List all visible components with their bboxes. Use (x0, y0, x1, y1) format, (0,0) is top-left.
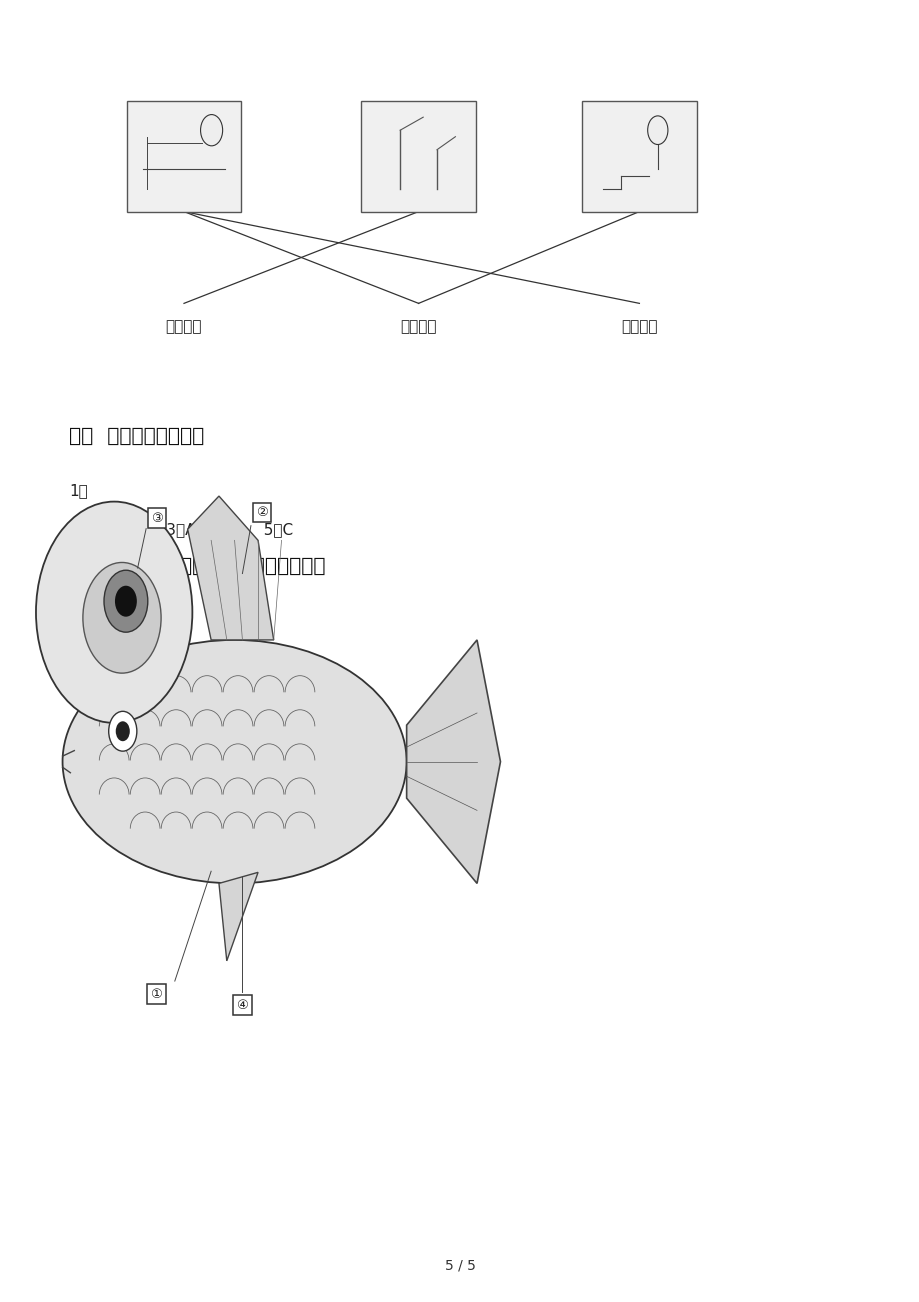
Text: 比较长短: 比较长短 (165, 319, 202, 335)
Text: 五、  在框里填上鱼身体各个部位名称的序号。: 五、 在框里填上鱼身体各个部位名称的序号。 (69, 557, 325, 577)
Text: ②: ② (255, 506, 267, 519)
Text: 比较高矮: 比较高矮 (400, 319, 437, 335)
Text: ③: ③ (151, 512, 163, 525)
Circle shape (200, 115, 222, 146)
Polygon shape (406, 641, 500, 884)
FancyBboxPatch shape (581, 102, 697, 212)
Circle shape (104, 570, 148, 633)
Circle shape (36, 501, 192, 723)
Circle shape (116, 721, 130, 741)
Polygon shape (219, 872, 258, 961)
Text: 比较远近: 比较远近 (620, 319, 657, 335)
Text: 四、  观察物质的溶解。: 四、 观察物质的溶解。 (69, 427, 204, 447)
Circle shape (647, 116, 667, 145)
Circle shape (115, 586, 137, 617)
Text: 1、: 1、 (69, 613, 87, 629)
Polygon shape (187, 496, 274, 641)
Ellipse shape (62, 641, 406, 884)
Circle shape (108, 711, 137, 751)
Circle shape (83, 562, 161, 673)
FancyBboxPatch shape (361, 102, 476, 212)
Text: ①: ① (151, 988, 162, 1000)
Text: ④: ④ (236, 999, 248, 1012)
Text: 5 / 5: 5 / 5 (444, 1259, 475, 1272)
Text: 1．A    2．A    3．A    4．B    5．C: 1．A 2．A 3．A 4．B 5．C (69, 522, 293, 538)
FancyBboxPatch shape (127, 102, 241, 212)
Text: 1、: 1、 (69, 483, 87, 499)
